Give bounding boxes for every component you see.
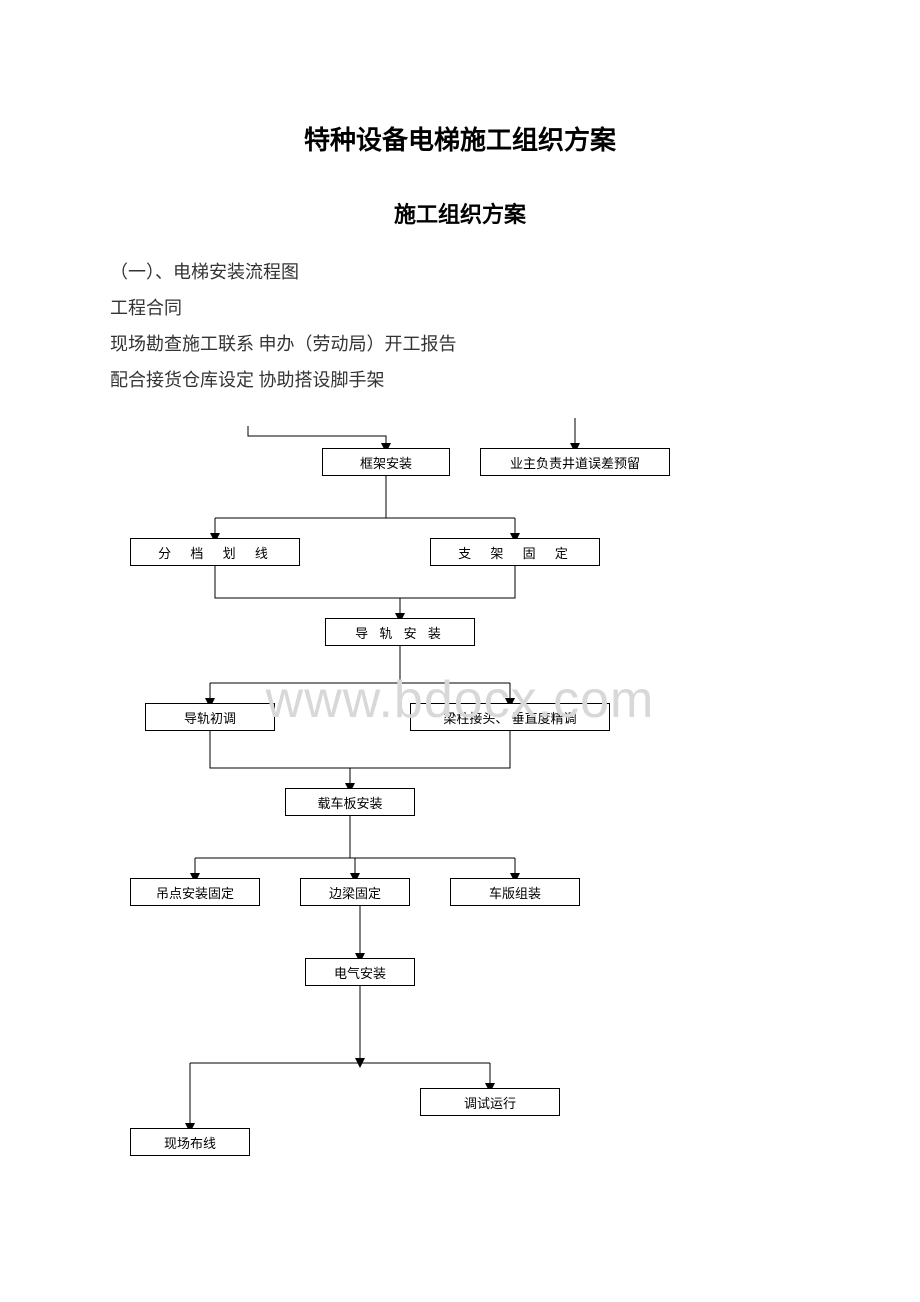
body-line: 配合接货仓库设定 协助搭设脚手架 — [110, 362, 810, 398]
flow-node-railadj: 导轨初调 — [145, 703, 275, 731]
flow-node-beam: 梁柱接头、 垂直度精调 — [410, 703, 610, 731]
body-line: 工程合同 — [110, 290, 810, 326]
flow-node-carboard: 载车板安装 — [285, 788, 415, 816]
section-heading: （一）、电梯安装流程图 — [110, 254, 810, 290]
flow-node-support: 支 架 固 定 — [430, 538, 600, 566]
flow-node-wiring: 现场布线 — [130, 1128, 250, 1156]
flow-node-elec: 电气安装 — [305, 958, 415, 986]
flow-node-frame: 框架安装 — [322, 448, 450, 476]
flow-node-debug: 调试运行 — [420, 1088, 560, 1116]
flowchart-container: 框架安装 业主负责井道误差预留分 档 划 线 支 架 固 定导 轨 安 装导轨初调 梁… — [110, 418, 810, 1198]
flow-node-carasm: 车版组装 — [450, 878, 580, 906]
flow-node-sidebeam: 边梁固定 — [300, 878, 410, 906]
flow-node-divline: 分 档 划 线 — [130, 538, 300, 566]
document-subtitle: 施工组织方案 — [110, 197, 810, 229]
flow-node-hoist: 吊点安装固定 — [130, 878, 260, 906]
flowchart-lines — [110, 418, 810, 1198]
document-title: 特种设备电梯施工组织方案 — [110, 120, 810, 157]
flow-node-rail: 导 轨 安 装 — [325, 618, 475, 646]
flow-node-owner: 业主负责井道误差预留 — [480, 448, 670, 476]
body-line: 现场勘查施工联系 申办（劳动局）开工报告 — [110, 326, 810, 362]
